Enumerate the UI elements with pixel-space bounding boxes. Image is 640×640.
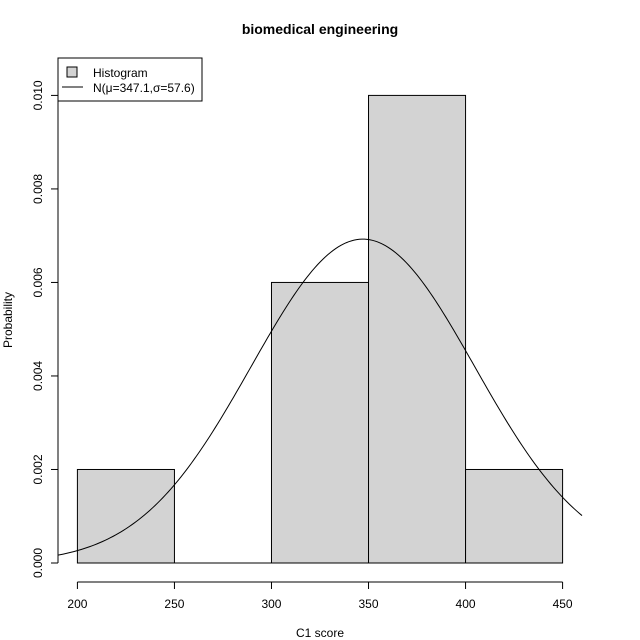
y-tick-label-3: 0.006 bbox=[31, 267, 45, 297]
histogram-bar-3 bbox=[368, 94, 467, 564]
x-axis-label: C1 score bbox=[296, 626, 344, 640]
y-axis: 0.000 0.002 0.004 0.006 0.008 0.010 bbox=[31, 80, 59, 578]
histogram-bar-0 bbox=[76, 468, 175, 564]
chart-title: biomedical engineering bbox=[242, 21, 398, 37]
normal-curve bbox=[57, 238, 583, 556]
x-tick-label-0: 200 bbox=[67, 597, 87, 611]
legend-box bbox=[57, 57, 203, 102]
y-tick-label-5: 0.010 bbox=[31, 80, 45, 110]
y-axis-label: Probability bbox=[1, 292, 15, 348]
y-tick-label-2: 0.004 bbox=[31, 361, 45, 391]
bars-group bbox=[76, 94, 564, 564]
x-axis: 200 250 300 350 400 450 bbox=[67, 581, 573, 611]
x-tick-label-4: 400 bbox=[456, 597, 476, 611]
x-tick-label-3: 350 bbox=[359, 597, 379, 611]
x-tick-label-5: 450 bbox=[553, 597, 573, 611]
legend-curve-label: N(μ=347.1,σ=57.6) bbox=[93, 81, 195, 95]
histogram-bar-2 bbox=[270, 281, 370, 564]
x-tick-label-2: 300 bbox=[261, 597, 281, 611]
legend-histogram-label: Histogram bbox=[93, 66, 148, 80]
y-tick-label-0: 0.000 bbox=[31, 548, 45, 578]
x-tick-label-1: 250 bbox=[164, 597, 184, 611]
y-tick-label-4: 0.008 bbox=[31, 174, 45, 204]
legend-histogram-swatch bbox=[66, 66, 78, 78]
histogram-bar-4 bbox=[465, 468, 564, 564]
legend: Histogram N(μ=347.1,σ=57.6) bbox=[57, 57, 203, 102]
y-tick-label-1: 0.002 bbox=[31, 454, 45, 484]
